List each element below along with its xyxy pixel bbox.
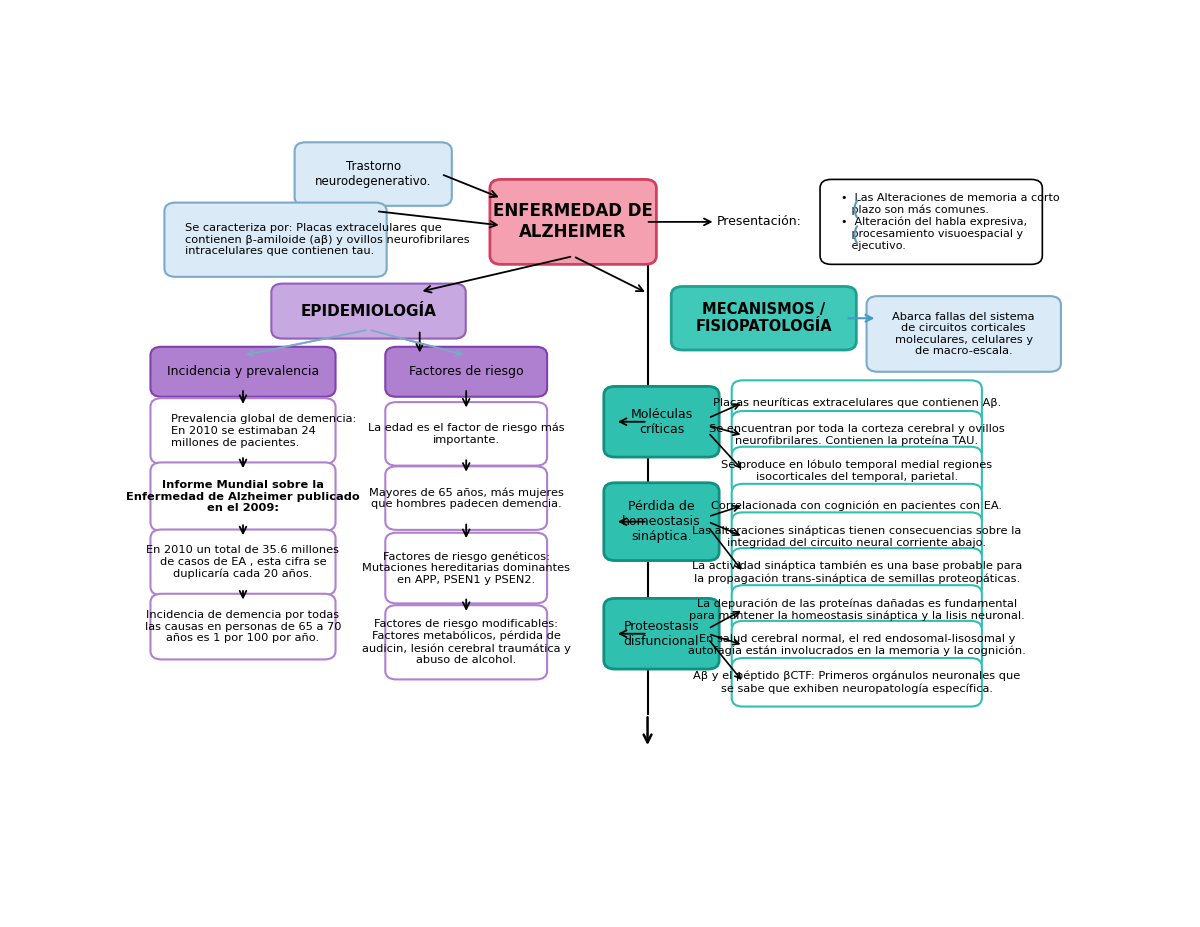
FancyBboxPatch shape — [271, 284, 466, 338]
FancyBboxPatch shape — [732, 585, 982, 634]
Text: Factores de riesgo modificables:
Factores metabólicos, pérdida de
audicin, lesió: Factores de riesgo modificables: Factore… — [361, 619, 571, 666]
FancyBboxPatch shape — [671, 286, 857, 350]
Text: La edad es el factor de riesgo más
importante.: La edad es el factor de riesgo más impor… — [368, 423, 564, 445]
Text: Incidencia de demencia por todas
las causas en personas de 65 a 70
años es 1 por: Incidencia de demencia por todas las cau… — [145, 610, 341, 643]
Text: Proteostasis
disfuncional: Proteostasis disfuncional — [624, 620, 700, 648]
Text: Correlacionada con cognición en pacientes con EA.: Correlacionada con cognición en paciente… — [712, 500, 1002, 511]
Text: Se encuentran por toda la corteza cerebral y ovillos
neurofibrilares. Contienen : Se encuentran por toda la corteza cerebr… — [709, 425, 1004, 447]
Text: •  Las Alteraciones de memoria a corto
   plazo son más comunes.
•  Alteración d: • Las Alteraciones de memoria a corto pl… — [840, 193, 1060, 250]
Text: Moléculas
críticas: Moléculas críticas — [630, 408, 692, 436]
Text: Factores de riesgo genéticos:
Mutaciones hereditarias dominantes
en APP, PSEN1 y: Factores de riesgo genéticos: Mutaciones… — [362, 552, 570, 585]
Text: ENFERMEDAD DE
ALZHEIMER: ENFERMEDAD DE ALZHEIMER — [493, 202, 653, 241]
FancyBboxPatch shape — [604, 599, 719, 669]
FancyBboxPatch shape — [295, 142, 451, 206]
Text: Factores de riesgo: Factores de riesgo — [409, 365, 523, 378]
FancyBboxPatch shape — [164, 203, 386, 277]
Text: Mayores de 65 años, más mujeres
que hombres padecen demencia.: Mayores de 65 años, más mujeres que homb… — [368, 487, 564, 509]
Text: La depuración de las proteínas dañadas es fundamental
para mantener la homeostas: La depuración de las proteínas dañadas e… — [689, 598, 1025, 621]
FancyBboxPatch shape — [732, 621, 982, 669]
FancyBboxPatch shape — [732, 380, 982, 425]
Text: Placas neuríticas extracelulares que contienen Aβ.: Placas neuríticas extracelulares que con… — [713, 397, 1001, 408]
Text: EPIDEMIOLOGÍA: EPIDEMIOLOGÍA — [301, 304, 437, 319]
Text: Aβ y el péptido βCTF: Primeros orgánulos neuronales que
se sabe que exhiben neur: Aβ y el péptido βCTF: Primeros orgánulos… — [694, 671, 1020, 693]
FancyBboxPatch shape — [150, 529, 336, 595]
FancyBboxPatch shape — [820, 180, 1043, 264]
Text: Pérdida de
homeostasis
sináptica.: Pérdida de homeostasis sináptica. — [622, 501, 701, 543]
FancyBboxPatch shape — [732, 548, 982, 597]
FancyBboxPatch shape — [604, 387, 719, 457]
FancyBboxPatch shape — [490, 180, 656, 264]
FancyBboxPatch shape — [866, 296, 1061, 372]
FancyBboxPatch shape — [150, 347, 336, 397]
FancyBboxPatch shape — [732, 411, 982, 460]
Text: Las alteraciones sinápticas tienen consecuencias sobre la
integridad del circuit: Las alteraciones sinápticas tienen conse… — [692, 526, 1021, 548]
Text: Prevalencia global de demencia:
En 2010 se estimaban 24
millones de pacientes.: Prevalencia global de demencia: En 2010 … — [170, 414, 356, 448]
FancyBboxPatch shape — [732, 447, 982, 495]
FancyBboxPatch shape — [732, 513, 982, 561]
FancyBboxPatch shape — [150, 594, 336, 659]
Text: Abarca fallas del sistema
de circuitos corticales
moleculares, celulares y
de ma: Abarca fallas del sistema de circuitos c… — [893, 311, 1034, 356]
Text: Se produce en lóbulo temporal medial regiones
isocorticales del temporal, pariet: Se produce en lóbulo temporal medial reg… — [721, 460, 992, 482]
FancyBboxPatch shape — [732, 658, 982, 706]
Text: Presentación:: Presentación: — [716, 215, 802, 228]
Text: Trastorno
neurodegenerativo.: Trastorno neurodegenerativo. — [316, 160, 431, 188]
Text: Incidencia y prevalencia: Incidencia y prevalencia — [167, 365, 319, 378]
Text: MECANISMOS /
FISIOPATOLOGÍA: MECANISMOS / FISIOPATOLOGÍA — [696, 302, 832, 335]
Text: Informe Mundial sobre la
Enfermedad de Alzheimer publicado
en el 2009:: Informe Mundial sobre la Enfermedad de A… — [126, 480, 360, 514]
Text: Se caracteriza por: Placas extracelulares que
contienen β-amiloide (aβ) y ovillo: Se caracteriza por: Placas extracelulare… — [185, 223, 469, 257]
FancyBboxPatch shape — [385, 533, 547, 603]
FancyBboxPatch shape — [385, 402, 547, 465]
Text: En salud cerebral normal, el red endosomal-lisosomal y
autofagia están involucra: En salud cerebral normal, el red endosom… — [688, 634, 1026, 656]
FancyBboxPatch shape — [732, 484, 982, 527]
FancyBboxPatch shape — [150, 463, 336, 531]
FancyBboxPatch shape — [385, 605, 547, 679]
FancyBboxPatch shape — [385, 347, 547, 397]
FancyBboxPatch shape — [385, 466, 547, 530]
FancyBboxPatch shape — [150, 399, 336, 464]
FancyBboxPatch shape — [604, 483, 719, 561]
Text: En 2010 un total de 35.6 millones
de casos de EA , esta cifra se
duplicaría cada: En 2010 un total de 35.6 millones de cas… — [146, 545, 340, 579]
Text: La actividad sináptica también es una base probable para
la propagación trans-si: La actividad sináptica también es una ba… — [691, 561, 1022, 584]
